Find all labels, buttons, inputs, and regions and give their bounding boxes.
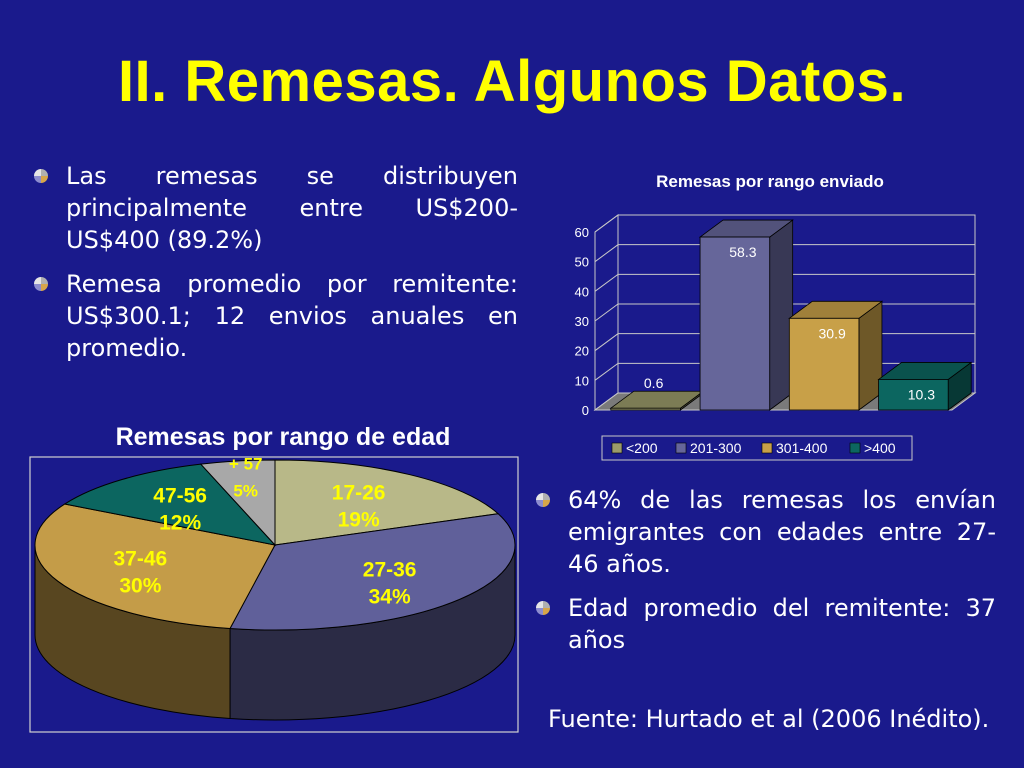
pie-slice-value: 34% [369,586,411,609]
pie-chart-slices [34,459,516,721]
slide-title: II. Remesas. Algunos Datos. [117,49,907,114]
bar-chart-legend: <200 201-300 301-400 >400 [601,435,913,461]
pie-chart-frame [29,456,519,733]
bar-chart: Remesas por rango enviado 0102030405060 … [575,172,977,461]
bar-chart-gridline [594,273,975,292]
bar-chart-bars: 0.6 58.3 30.9 10.3 [609,219,973,411]
bar-chart-y-tick-label: 40 [575,284,589,299]
bar-chart-y-tick-label: 30 [575,314,589,329]
bullet-text: Remesa promedio por remitente: US$300.1;… [66,270,518,362]
bullet-icon [34,169,48,183]
bullet-icon [34,277,48,291]
pie-slice-label: 47-56 [153,484,207,507]
bar-chart-y-tick-label: 20 [575,344,589,359]
pie-slice-value: 19% [338,508,380,531]
source-note: Fuente: Hurtado et al (2006 Inédito). [548,705,990,733]
legend-label: 301-400 [776,440,828,456]
bullet-text: Las remesas se distribuyen principalment… [66,162,518,254]
bar-chart-y-axis: 0 10 20 30 40 50 60 [575,225,589,418]
bullet-item: 64% de las remesas los envían emigrantes… [530,484,996,580]
bar-value-label: 0.6 [644,375,664,391]
pie-slice [199,459,276,547]
bar-value-label: 10.3 [908,386,935,402]
bullet-text: Edad promedio del remitente: 37 años [568,594,996,654]
legend-label: >400 [864,440,896,456]
pie-chart: Remesas por rango de edad 17-26 19% 27-36 3… [29,423,519,733]
pie-slice [63,463,277,546]
bar-value-label: 58.3 [729,244,756,260]
legend-swatch [611,442,623,454]
bar-chart-y-tick-label: 0 [582,403,589,418]
bar-chart-gridline [594,214,975,233]
pie-slice-label: 27-36 [363,559,417,582]
legend-swatch [761,442,773,454]
bar-chart-y-tick-label: 50 [575,255,589,270]
bullet-icon [536,601,550,615]
pie-slice-value: 12% [159,511,201,534]
pie-slice-value: 5% [233,482,258,501]
legend-label: <200 [626,440,658,456]
bar [699,236,771,411]
legend-label: 201-300 [690,440,742,456]
bar-value-label: 30.9 [819,325,846,341]
left-bullet-list: Las remesas se distribuyen principalment… [28,160,518,376]
pie-chart-labels: 17-26 19% 27-36 34% 37-46 30% 47-56 12% + 57 5% [114,455,417,609]
pie-slice-label: 37-46 [114,547,168,570]
pie-slice [229,513,516,631]
bullet-text: 64% de las remesas los envían emigrantes… [568,486,996,578]
legend-swatch [849,442,861,454]
pie-slice [34,503,276,630]
bar-chart-y-tick-label: 10 [575,373,589,388]
bar [878,379,949,411]
pie-slice-label: + 57 [229,455,263,474]
right-bullet-list: 64% de las remesas los envían emigrantes… [530,484,996,668]
pie-chart-title: Remesas por rango de edad [116,423,451,451]
bar [610,407,681,411]
bullet-item: Remesa promedio por remitente: US$300.1;… [28,268,518,364]
pie-slice [274,459,500,546]
legend-swatch [675,442,687,454]
bar-chart-gridline [594,244,975,263]
bar-chart-legend-box [601,435,913,461]
bar-chart-title: Remesas por rango enviado [656,172,884,191]
bar [788,317,860,411]
bullet-icon [536,493,550,507]
bar-chart-y-tick-label: 60 [575,225,589,240]
bullet-item: Las remesas se distribuyen principalment… [28,160,518,256]
pie-slice-value: 30% [119,574,161,597]
bullet-item: Edad promedio del remitente: 37 años [530,592,996,656]
pie-slice-label: 17-26 [332,481,386,504]
